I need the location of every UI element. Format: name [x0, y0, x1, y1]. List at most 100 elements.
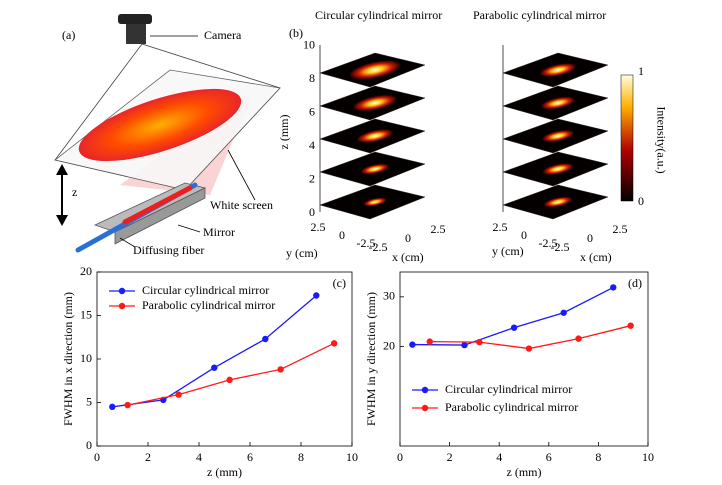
x-axis-label: x (cm) — [392, 250, 424, 264]
leader — [119, 237, 136, 248]
camera-icon — [118, 14, 152, 24]
y-axis-label: FWHM in y direction (mm) — [364, 292, 378, 426]
legend-marker — [118, 302, 126, 310]
data-point — [124, 401, 131, 409]
plot-frame — [399, 271, 649, 447]
fiber-label: Diffusing fiber — [133, 243, 204, 257]
x-tick-label: 0 — [587, 231, 593, 245]
z-tick-label: 4 — [309, 138, 315, 152]
data-point — [476, 338, 483, 346]
series-line — [112, 294, 317, 408]
z-tick-label: 0 — [309, 205, 315, 219]
legend-marker — [421, 386, 429, 394]
panel-label: (d) — [628, 276, 642, 290]
x-tick-label: 0 — [397, 450, 403, 464]
y-tick-label: 0 — [86, 438, 92, 452]
intensity-spot — [541, 96, 575, 110]
stack-title: Circular cylindrical mirror — [315, 8, 442, 22]
panel-label: (b) — [289, 26, 303, 40]
data-point — [109, 403, 116, 411]
x-tick-label: 6 — [546, 450, 552, 464]
data-point — [226, 376, 233, 384]
x-axis-label: z (mm) — [207, 465, 242, 479]
data-point — [510, 324, 518, 331]
legend-label: Parabolic cylindrical mirror — [445, 400, 578, 414]
y-tick-label: 5 — [86, 394, 92, 408]
data-point — [610, 284, 617, 291]
y-tick-label: 2.5 — [493, 220, 508, 234]
panel-label: (c) — [333, 276, 346, 290]
z-tick-label: 8 — [309, 71, 315, 85]
y-axis-label: y (cm) — [286, 246, 318, 260]
x-axis-label: x (cm) — [580, 250, 612, 264]
z-tick-label: 2 — [309, 171, 315, 185]
intensity-spot — [540, 63, 576, 77]
legend-label: Circular cylindrical mirror — [445, 382, 572, 396]
series-line — [412, 286, 614, 346]
camera-icon — [126, 24, 146, 44]
y-axis-label: y (cm) — [492, 244, 524, 258]
data-point — [575, 335, 582, 342]
legend-label: Circular cylindrical mirror — [142, 283, 269, 297]
intensity-spot — [363, 197, 387, 207]
y-tick-label: 20 — [80, 264, 92, 278]
data-point — [525, 345, 533, 352]
stack-title: Parabolic cylindrical mirror — [473, 8, 606, 22]
x-tick-label: 10 — [346, 450, 358, 464]
colorbar-min: 0 — [638, 194, 644, 208]
legend-marker — [421, 404, 429, 412]
intensity-spot — [357, 129, 393, 143]
y-tick-label: 30 — [383, 289, 395, 303]
x-tick-label: 2.5 — [431, 222, 446, 236]
data-point — [277, 366, 284, 373]
x-tick-label: 8 — [298, 450, 304, 464]
y-tick-label: -2.5 — [539, 236, 558, 250]
z-tick-label: 10 — [303, 37, 315, 51]
camera-label: Camera — [204, 28, 242, 42]
x-tick-label: 0 — [405, 231, 411, 245]
y-tick-label: 0 — [339, 228, 345, 242]
x-tick-label: 2 — [145, 450, 151, 464]
intensity-spot — [360, 163, 390, 175]
leader — [177, 224, 201, 233]
light-spot — [78, 88, 242, 162]
x-tick-label: -2.5 — [551, 240, 570, 254]
intensity-spot — [543, 196, 573, 208]
panel-b: (b) Circular cylindrical mirror Paraboli… — [277, 8, 669, 264]
intensity-spot — [353, 94, 397, 112]
colorbar — [620, 74, 634, 202]
y-tick-label: 10 — [80, 351, 92, 365]
x-tick-label: 4 — [196, 450, 202, 464]
data-point — [627, 322, 634, 329]
data-point — [426, 338, 433, 345]
colorbar-label: Intensity(a.u.) — [654, 106, 668, 173]
y-tick-label: 2.5 — [311, 220, 326, 234]
z-tick-label: 6 — [309, 104, 315, 118]
panel-label: (a) — [62, 28, 75, 42]
x-tick-label: 2 — [447, 450, 453, 464]
data-point — [313, 292, 320, 299]
y-tick-label: 15 — [80, 307, 92, 321]
mirror-label: Mirror — [203, 225, 235, 239]
y-tick-label: 0 — [521, 228, 527, 242]
legend-marker — [118, 287, 126, 295]
data-point — [211, 364, 218, 371]
mirror — [114, 187, 206, 245]
x-tick-label: 10 — [642, 450, 654, 464]
x-axis-label: z (mm) — [507, 465, 542, 479]
x-tick-label: 6 — [247, 450, 253, 464]
data-point — [262, 335, 269, 343]
y-tick-label: 20 — [383, 338, 395, 352]
data-point — [330, 340, 338, 347]
data-point — [409, 341, 416, 348]
screen-label: White screen — [210, 198, 273, 212]
intensity-spot — [349, 60, 401, 80]
z-arrow — [56, 164, 68, 175]
legend-label: Parabolic cylindrical mirror — [142, 298, 275, 312]
leader — [227, 149, 256, 201]
panel-a: (a) Camera White screen Mirror Diffusing… — [54, 14, 281, 257]
colorbar-max: 1 — [638, 64, 644, 78]
y-tick-label: -2.5 — [357, 236, 376, 250]
x-tick-label: 4 — [496, 450, 502, 464]
